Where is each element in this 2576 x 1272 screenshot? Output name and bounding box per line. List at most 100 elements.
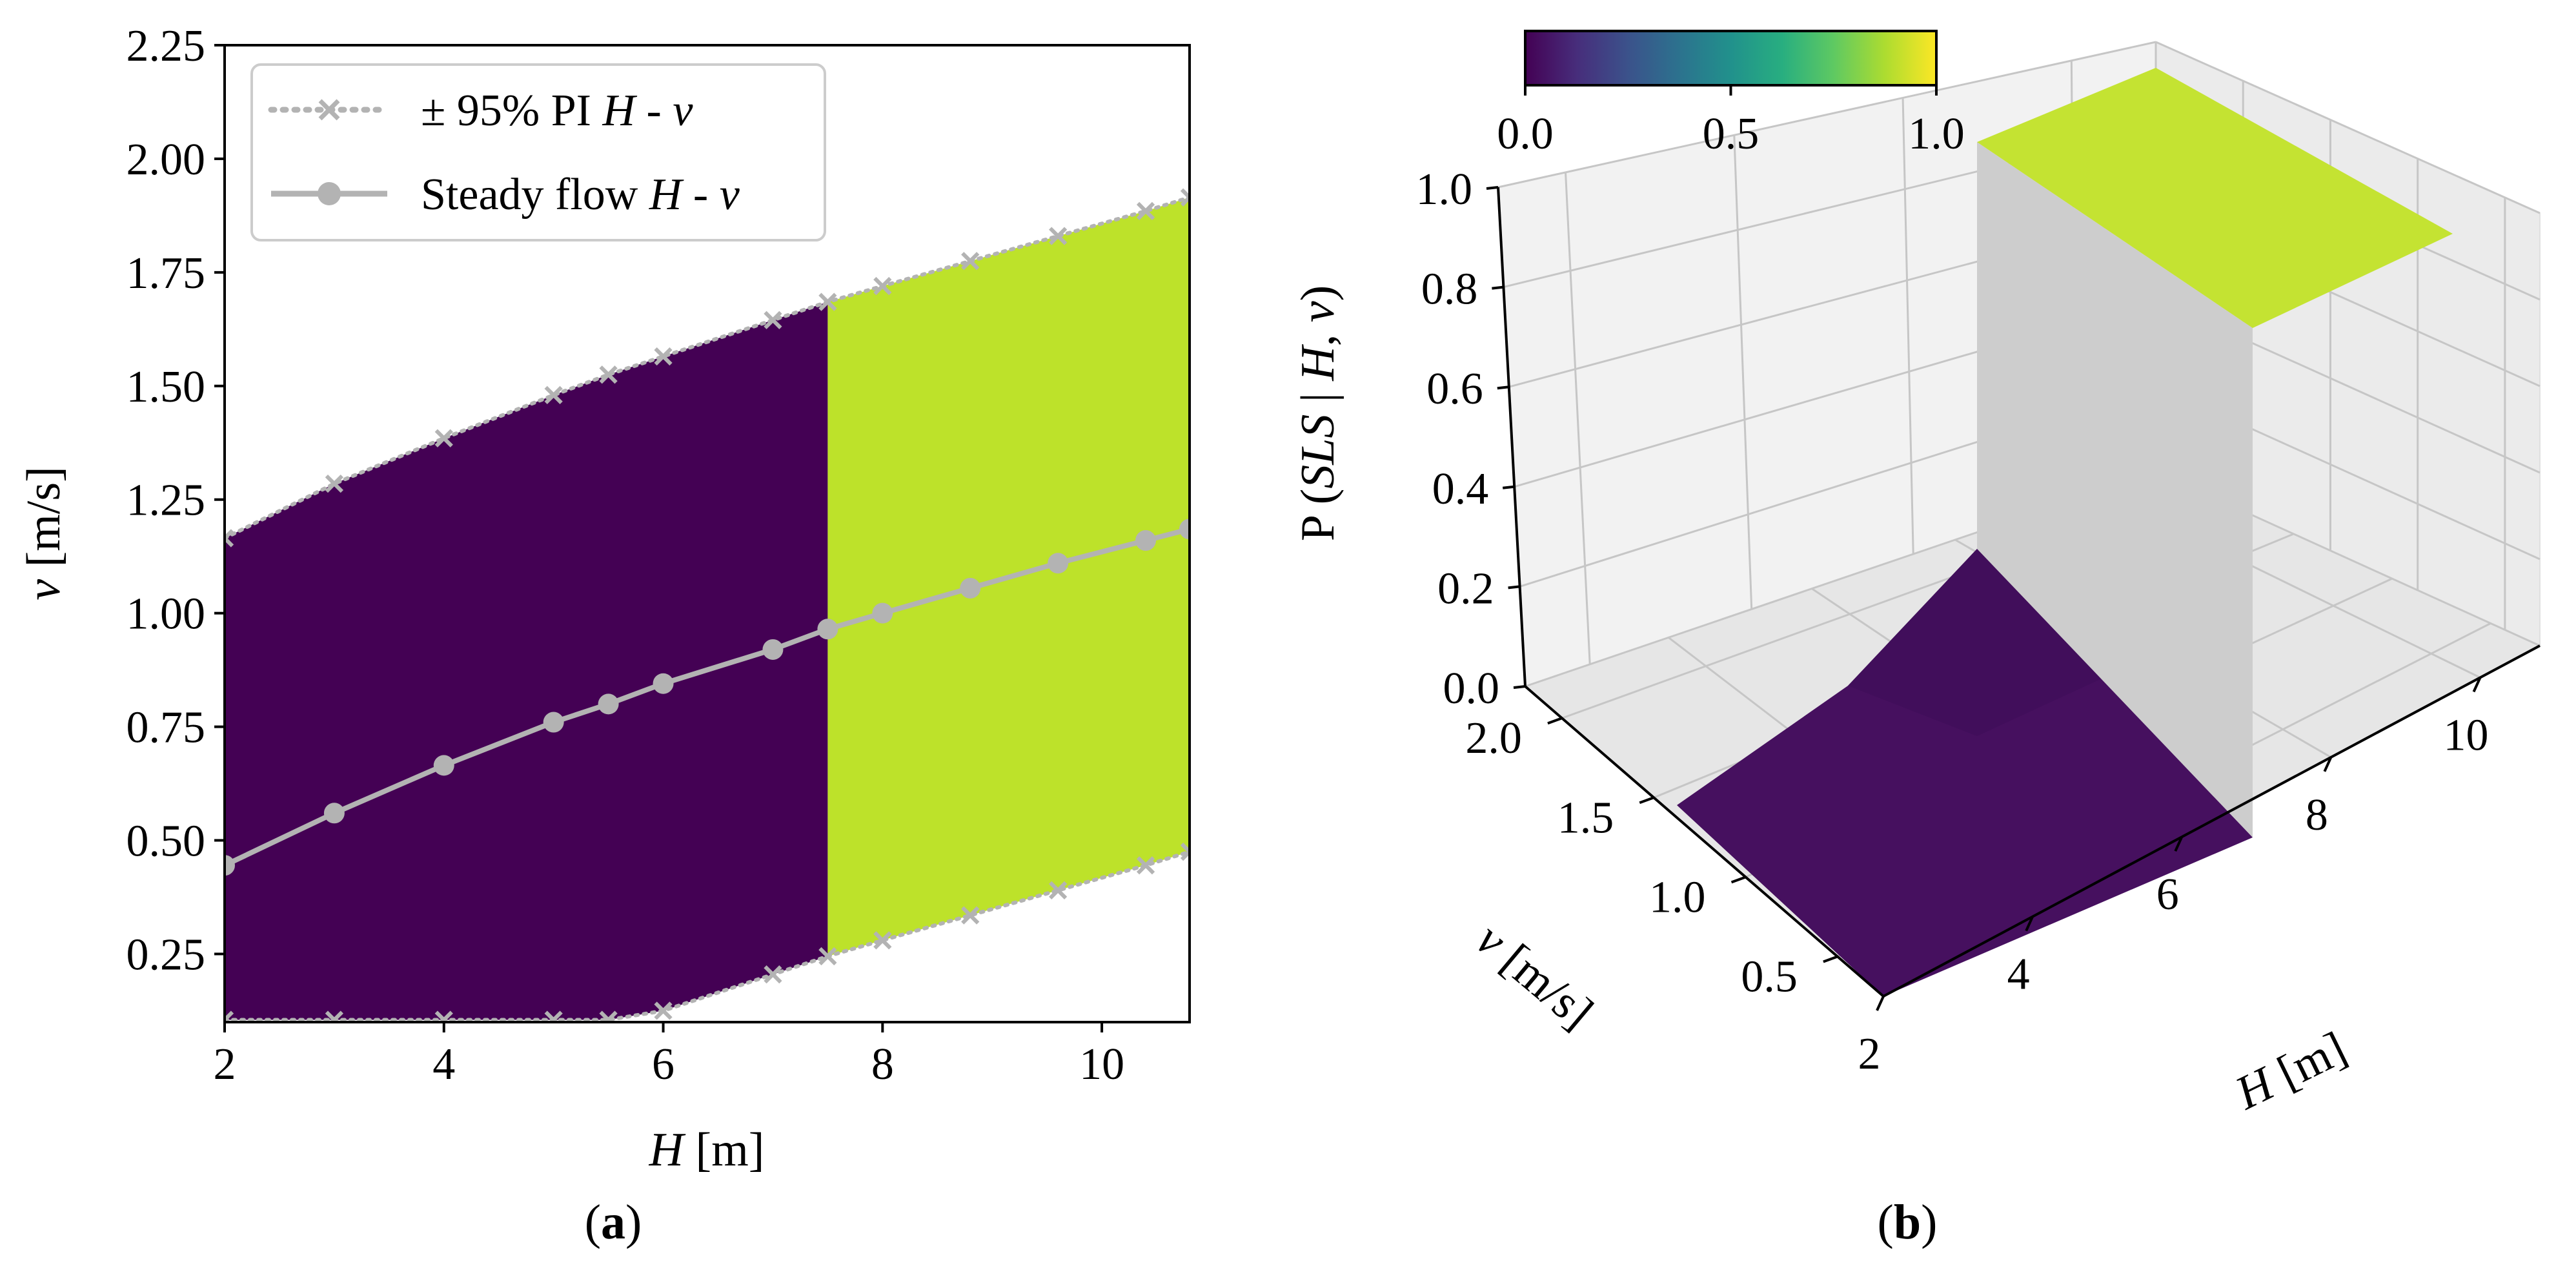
v-tick-label: 1.5 (1557, 793, 1614, 843)
y-tick-label: 0.50 (127, 817, 206, 867)
lower-pi-point (873, 931, 892, 950)
h-tick-mark (1876, 996, 1885, 1011)
y-tick-label: 1.25 (127, 476, 206, 526)
v-tick-label: 0.5 (1741, 952, 1798, 1001)
colorbar-tick-label: 1.0 (1908, 109, 1965, 159)
steady-flow-point (598, 693, 619, 715)
upper-pi-point (961, 252, 980, 271)
steady-flow-point (433, 755, 454, 776)
z-tick-label: 0.6 (1426, 364, 1483, 414)
upper-pi-point (1136, 201, 1155, 220)
lower-pi-point (434, 1010, 453, 1022)
colorbar-tick-label: 0.0 (1497, 109, 1554, 159)
y-tick-label: 0.75 (127, 703, 206, 753)
surface-high (1977, 68, 2453, 328)
h-tick-label: 10 (2444, 710, 2489, 760)
x-tick-label: 8 (871, 1040, 894, 1089)
plot-frame-a (223, 44, 1191, 1023)
steady-flow-point (817, 619, 838, 640)
lower-pi-point (961, 906, 980, 925)
steady-flow-point (1135, 530, 1157, 551)
steady-flow-point (762, 639, 784, 660)
upper-pi-point (544, 385, 563, 404)
colorbar: 0.0 0.5 1.0 (1497, 30, 1965, 159)
upper-pi-point (818, 292, 837, 311)
y-axis-ticks: 0.25 0.50 0.75 1.00 1.25 1.50 1.75 2.00 2.25 (127, 21, 225, 980)
z-back-gridline (2155, 41, 2541, 214)
z-tick-mark (1508, 585, 1520, 590)
v-side-gridline (1565, 172, 1591, 664)
steady-flow-point (960, 577, 981, 599)
h-axis-label: H [m] (2227, 1021, 2355, 1120)
upper-pi-point (764, 311, 782, 329)
x-tick-label: 6 (652, 1040, 674, 1089)
lower-pi-point (544, 1010, 563, 1022)
z-tick-mark (1486, 186, 1499, 190)
v-tick-mark (1730, 876, 1747, 884)
v-side-gridline (1733, 135, 1753, 610)
z-tick-mark (1513, 685, 1526, 689)
lower-pi-point (599, 1010, 618, 1022)
panel-b-label: (b) (1878, 1195, 1938, 1249)
y-axis-label: v [m/s] (17, 466, 70, 600)
legend: ± 95% PI H - v Steady flow H - v (250, 63, 826, 241)
y-tick-label: 1.75 (127, 249, 206, 298)
steady-flow-point (1048, 553, 1069, 574)
y-tick-label: 1.00 (127, 590, 206, 639)
upper-pi-point (599, 365, 618, 384)
v-axis-label: v [m/s] (1466, 912, 1603, 1039)
z-axis-label: P (SLS | H, v) (1292, 285, 1344, 542)
x-tick-label: 10 (1079, 1040, 1124, 1089)
v-tick-mark (1547, 717, 1563, 725)
v-tick-mark (1639, 796, 1654, 805)
lower-pi-point (325, 1010, 344, 1022)
steady-flow-point (323, 803, 345, 824)
colorbar-tick-label: 0.5 (1703, 109, 1760, 159)
h-tick-mark (2472, 677, 2482, 693)
x-axis-label: H [m] (649, 1123, 765, 1176)
v-side-gridline (1902, 97, 1914, 555)
lower-pi-point (764, 965, 782, 984)
colorbar-gradient (1524, 30, 1938, 87)
y-tick-label: 2.00 (127, 135, 206, 185)
axis-ticks: 2 4 6 8 10 0.5 1.0 1.5 2.00.0 0.2 0.4 0.6 0.8 1.0 (1416, 165, 2489, 1079)
steady-flow-point (1179, 518, 1190, 540)
lower-pi-point (654, 1001, 673, 1020)
h-tick-mark (2323, 756, 2333, 772)
upper-pi-point (873, 276, 892, 296)
colorbar-ticks: 0.0 0.5 1.0 (1497, 85, 1965, 159)
panel-a-label: (a) (585, 1195, 642, 1249)
steady-flow-point (653, 673, 674, 694)
steady-flow-point (225, 855, 235, 876)
legend-box (250, 63, 826, 241)
upper-pi-point (1180, 188, 1190, 207)
z-tick-label: 1.0 (1416, 165, 1473, 214)
series-markers (225, 188, 1190, 1022)
z-tick-label: 0.4 (1432, 464, 1489, 514)
steady-flow-point (872, 602, 893, 624)
x-tick-label: 4 (432, 1040, 455, 1089)
x-tick-label: 2 (214, 1040, 236, 1089)
z-tick-label: 0.2 (1437, 564, 1494, 613)
y-tick-label: 1.50 (127, 362, 206, 412)
upper-pi-point (325, 474, 344, 493)
z-tick-label: 0.0 (1443, 664, 1500, 713)
legend-pi-marker (318, 99, 340, 121)
legend-steady-marker (318, 182, 341, 205)
z-tick-mark (1502, 485, 1515, 489)
legend-pi-label: ± 95% PI H - v (421, 86, 693, 136)
h-tick-label: 8 (2306, 790, 2328, 840)
v-tick-label: 2.0 (1465, 713, 1522, 763)
z-side-gridline (1497, 41, 2156, 189)
y-tick-label: 0.25 (127, 930, 206, 980)
z-tick-mark (1492, 285, 1504, 290)
panel-a: 2 4 6 8 10 0.25 0.50 0.75 1.00 1.25 1.50 1.75 2.00 2… (17, 21, 1191, 1249)
legend-steady-label: Steady flow H - v (421, 170, 740, 220)
z-tick-label: 0.8 (1421, 265, 1478, 314)
v-tick-mark (1823, 955, 1838, 963)
region-low-probability (225, 302, 828, 1020)
vertical-wall (1977, 142, 2253, 837)
h-tick-label: 6 (2156, 870, 2179, 919)
